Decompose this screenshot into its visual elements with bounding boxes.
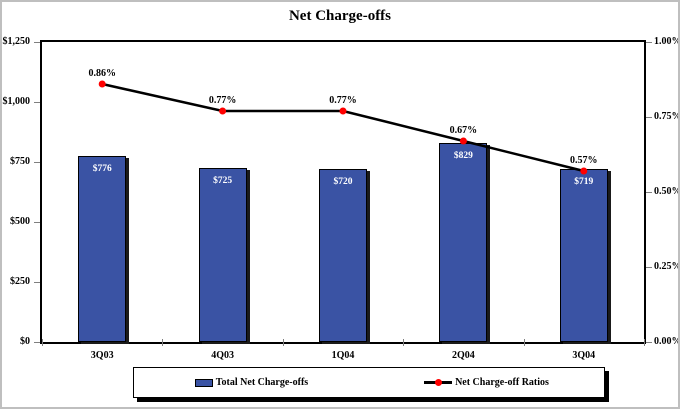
category-label: 1Q04 — [331, 350, 355, 361]
bar — [319, 169, 367, 342]
bar-value-label: $719 — [574, 177, 594, 188]
category-label: 4Q03 — [211, 350, 234, 361]
line-marker-icon — [424, 378, 453, 387]
ratio-line-layer — [98, 80, 588, 175]
left-axis-tick-label: $750 — [10, 156, 30, 167]
right-axis-tick-label: 0.25% — [654, 261, 680, 272]
ratio-point-marker — [459, 137, 467, 145]
left-axis-tick — [34, 161, 40, 163]
bar — [439, 143, 488, 342]
legend-label-line: Net Charge-off Ratios — [455, 377, 549, 388]
right-axis-tick-label: 0.50% — [654, 186, 680, 197]
x-axis-tick — [523, 339, 525, 346]
right-axis-tick — [646, 116, 652, 118]
right-axis-tick — [646, 266, 652, 268]
bar-value-label: $776 — [92, 163, 112, 174]
category-label: 3Q03 — [90, 350, 114, 361]
right-axis-tick-label: 0.75% — [654, 111, 680, 122]
bar — [198, 168, 247, 342]
right-axis-tick-label: 0.00% — [654, 336, 680, 347]
x-axis-tick — [403, 339, 405, 346]
ratio-value-label: 0.67% — [449, 125, 478, 136]
left-axis-tick-label: $500 — [10, 216, 30, 227]
category-label: 3Q04 — [572, 350, 596, 361]
ratio-value-label: 0.77% — [208, 95, 237, 106]
ratio-point-marker — [339, 107, 347, 115]
chart-title: Net Charge-offs — [288, 8, 392, 24]
bar-swatch-icon — [194, 378, 213, 387]
left-axis-tick — [34, 221, 40, 223]
bar-value-label: $725 — [213, 176, 233, 186]
right-axis-tick-label: 1.00% — [654, 36, 680, 47]
legend-item-total-net-charge-offs: Total Net Charge-offs — [134, 377, 369, 388]
ratio-value-label: 0.77% — [329, 95, 357, 106]
left-axis-tick-label: $0 — [20, 336, 30, 347]
x-axis-tick — [42, 339, 43, 346]
left-axis-tick — [34, 41, 40, 43]
ratio-point-marker — [219, 107, 227, 115]
bar — [78, 155, 127, 342]
legend-item-net-charge-off-ratios: Net Charge-off Ratios — [369, 377, 604, 388]
x-axis-tick — [644, 339, 645, 346]
bar-value-label: $829 — [453, 151, 473, 162]
ratio-point-marker — [580, 167, 588, 175]
left-axis-tick — [34, 281, 40, 283]
left-axis-tick-label: $1,000 — [2, 96, 31, 107]
x-axis-tick — [282, 339, 284, 346]
left-axis-tick — [34, 101, 40, 103]
bar — [559, 169, 608, 342]
legend: Total Net Charge-offs Net Charge-off Rat… — [133, 367, 605, 398]
ratio-point-marker — [98, 80, 106, 88]
ratio-value-label: 0.86% — [88, 68, 116, 79]
x-axis-tick — [162, 339, 164, 346]
left-axis-tick — [34, 341, 40, 343]
legend-label-bars: Total Net Charge-offs — [215, 377, 309, 388]
legend-dot-icon — [434, 379, 442, 386]
ratio-value-label: 0.57% — [570, 155, 598, 166]
right-axis-tick — [646, 341, 652, 343]
category-label: 2Q04 — [452, 350, 475, 361]
right-axis-tick — [646, 41, 652, 43]
bar-value-label: $720 — [333, 177, 353, 188]
left-axis-tick-label: $250 — [10, 276, 30, 287]
right-axis-tick — [646, 191, 652, 193]
left-axis-tick-label: $1,250 — [2, 36, 31, 47]
